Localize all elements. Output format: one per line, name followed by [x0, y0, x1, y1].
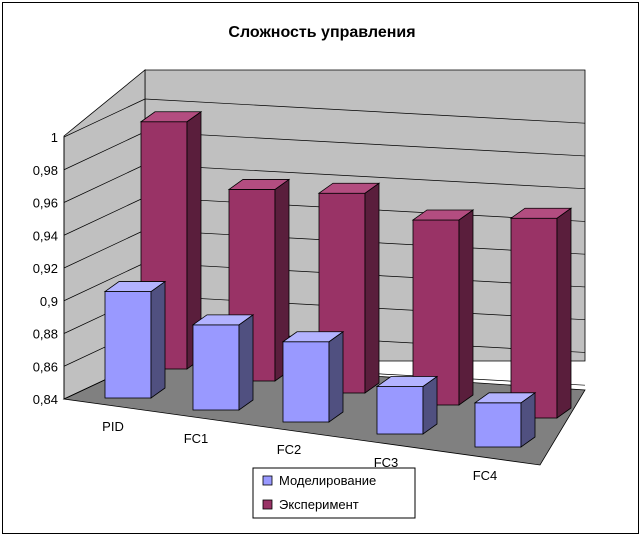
gridline-side-5 [63, 196, 146, 236]
bar-experiment-fc4-front [510, 217, 558, 419]
y-tick-label-1: 0,86 [33, 359, 58, 374]
gridline-back-8 [144, 98, 586, 124]
bar-experiment-pid-top [139, 111, 203, 123]
bar-experiment-fc3-side [458, 209, 474, 406]
bars [103, 110, 573, 448]
bar-experiment-fc4-side [556, 207, 572, 419]
bar-modeling-pid-side [150, 280, 166, 399]
x-tick-label-fc2: FC2 [277, 442, 302, 457]
bar-experiment-fc4-top [509, 207, 573, 219]
gridline-back-6 [144, 164, 586, 190]
gridline-side-8 [63, 98, 146, 138]
gridline-back-7 [144, 131, 586, 157]
x-tick-label-fc3: FC3 [374, 455, 399, 470]
x-tick-label-pid: PID [102, 419, 124, 434]
gridline-side-7 [63, 131, 146, 171]
bar-modeling-fc2-side [328, 330, 344, 423]
bar-modeling-fc1-front [192, 324, 240, 411]
bar-modeling-pid-top [103, 281, 167, 292]
bar-modeling-fc1-side [238, 314, 254, 411]
y-tick-label-4: 0,92 [33, 261, 58, 276]
bar-modeling-fc4-front [474, 402, 522, 448]
legend-label-experiment: Эксперимент [279, 497, 359, 512]
gridline-side-3 [63, 262, 146, 302]
legend-label-modeling: Моделирование [279, 473, 376, 488]
legend-swatch-experiment [262, 499, 273, 510]
x-tick-label-fc1: FC1 [184, 431, 209, 446]
y-tick-label-0: 0,84 [33, 392, 58, 407]
y-tick-label-7: 0,98 [33, 163, 58, 178]
y-tick-label-6: 0,96 [33, 196, 58, 211]
x-axis-categories: PID FC1 FC2 FC3 FC4 [102, 419, 497, 483]
bar-experiment-fc3-front [412, 219, 460, 406]
y-tick-label-8: 1 [51, 130, 58, 145]
bar-modeling-fc4-top [473, 392, 537, 404]
bar-modeling-fc2-top [281, 331, 345, 343]
gridline-side-6 [63, 164, 146, 203]
bar-modeling-fc3-top [375, 376, 439, 387]
bar-experiment-fc1-top [227, 179, 291, 190]
bar-experiment-fc3-top [411, 209, 475, 221]
bar-modeling-fc3-front [376, 386, 424, 435]
chart-title: Сложность управления [228, 24, 415, 41]
legend-swatch-modeling [262, 475, 273, 486]
bar-experiment-fc2-side [364, 182, 380, 394]
bar-experiment-fc2-top [317, 182, 381, 194]
bar-modeling-fc1-top [191, 314, 255, 326]
x-tick-label-fc4: FC4 [473, 468, 498, 483]
bar-modeling-fc2-front [282, 341, 330, 423]
legend: Моделирование Эксперимент [252, 467, 416, 519]
y-tick-label-2: 0,88 [33, 327, 58, 342]
y-tick-label-3: 0,9 [40, 294, 58, 309]
y-axis-ticks: 0,84 0,86 0,88 0,9 0,92 0,94 0,96 0,98 1 [33, 130, 58, 407]
legend-box [252, 467, 416, 519]
y-tick-label-5: 0,94 [33, 228, 58, 243]
gridline-side-4 [63, 229, 146, 269]
bar-modeling-pid-front [104, 291, 152, 399]
